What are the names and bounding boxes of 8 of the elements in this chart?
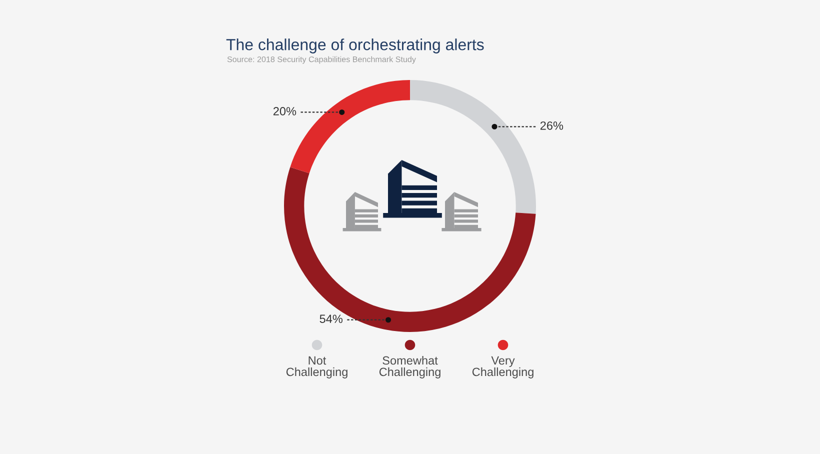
legend-label: Not Challenging	[286, 356, 348, 378]
chart-title: The challenge of orchestrating alerts	[226, 38, 484, 54]
legend-label: Somewhat Challenging	[379, 356, 440, 378]
source-note: Source: 2018 Security Capabilities Benchmark Study	[227, 56, 416, 64]
data-label: 26%	[540, 121, 564, 130]
legend-label: Very Challenging	[472, 356, 534, 378]
data-label: 20%	[273, 107, 296, 116]
data-label: 54%	[320, 314, 342, 324]
